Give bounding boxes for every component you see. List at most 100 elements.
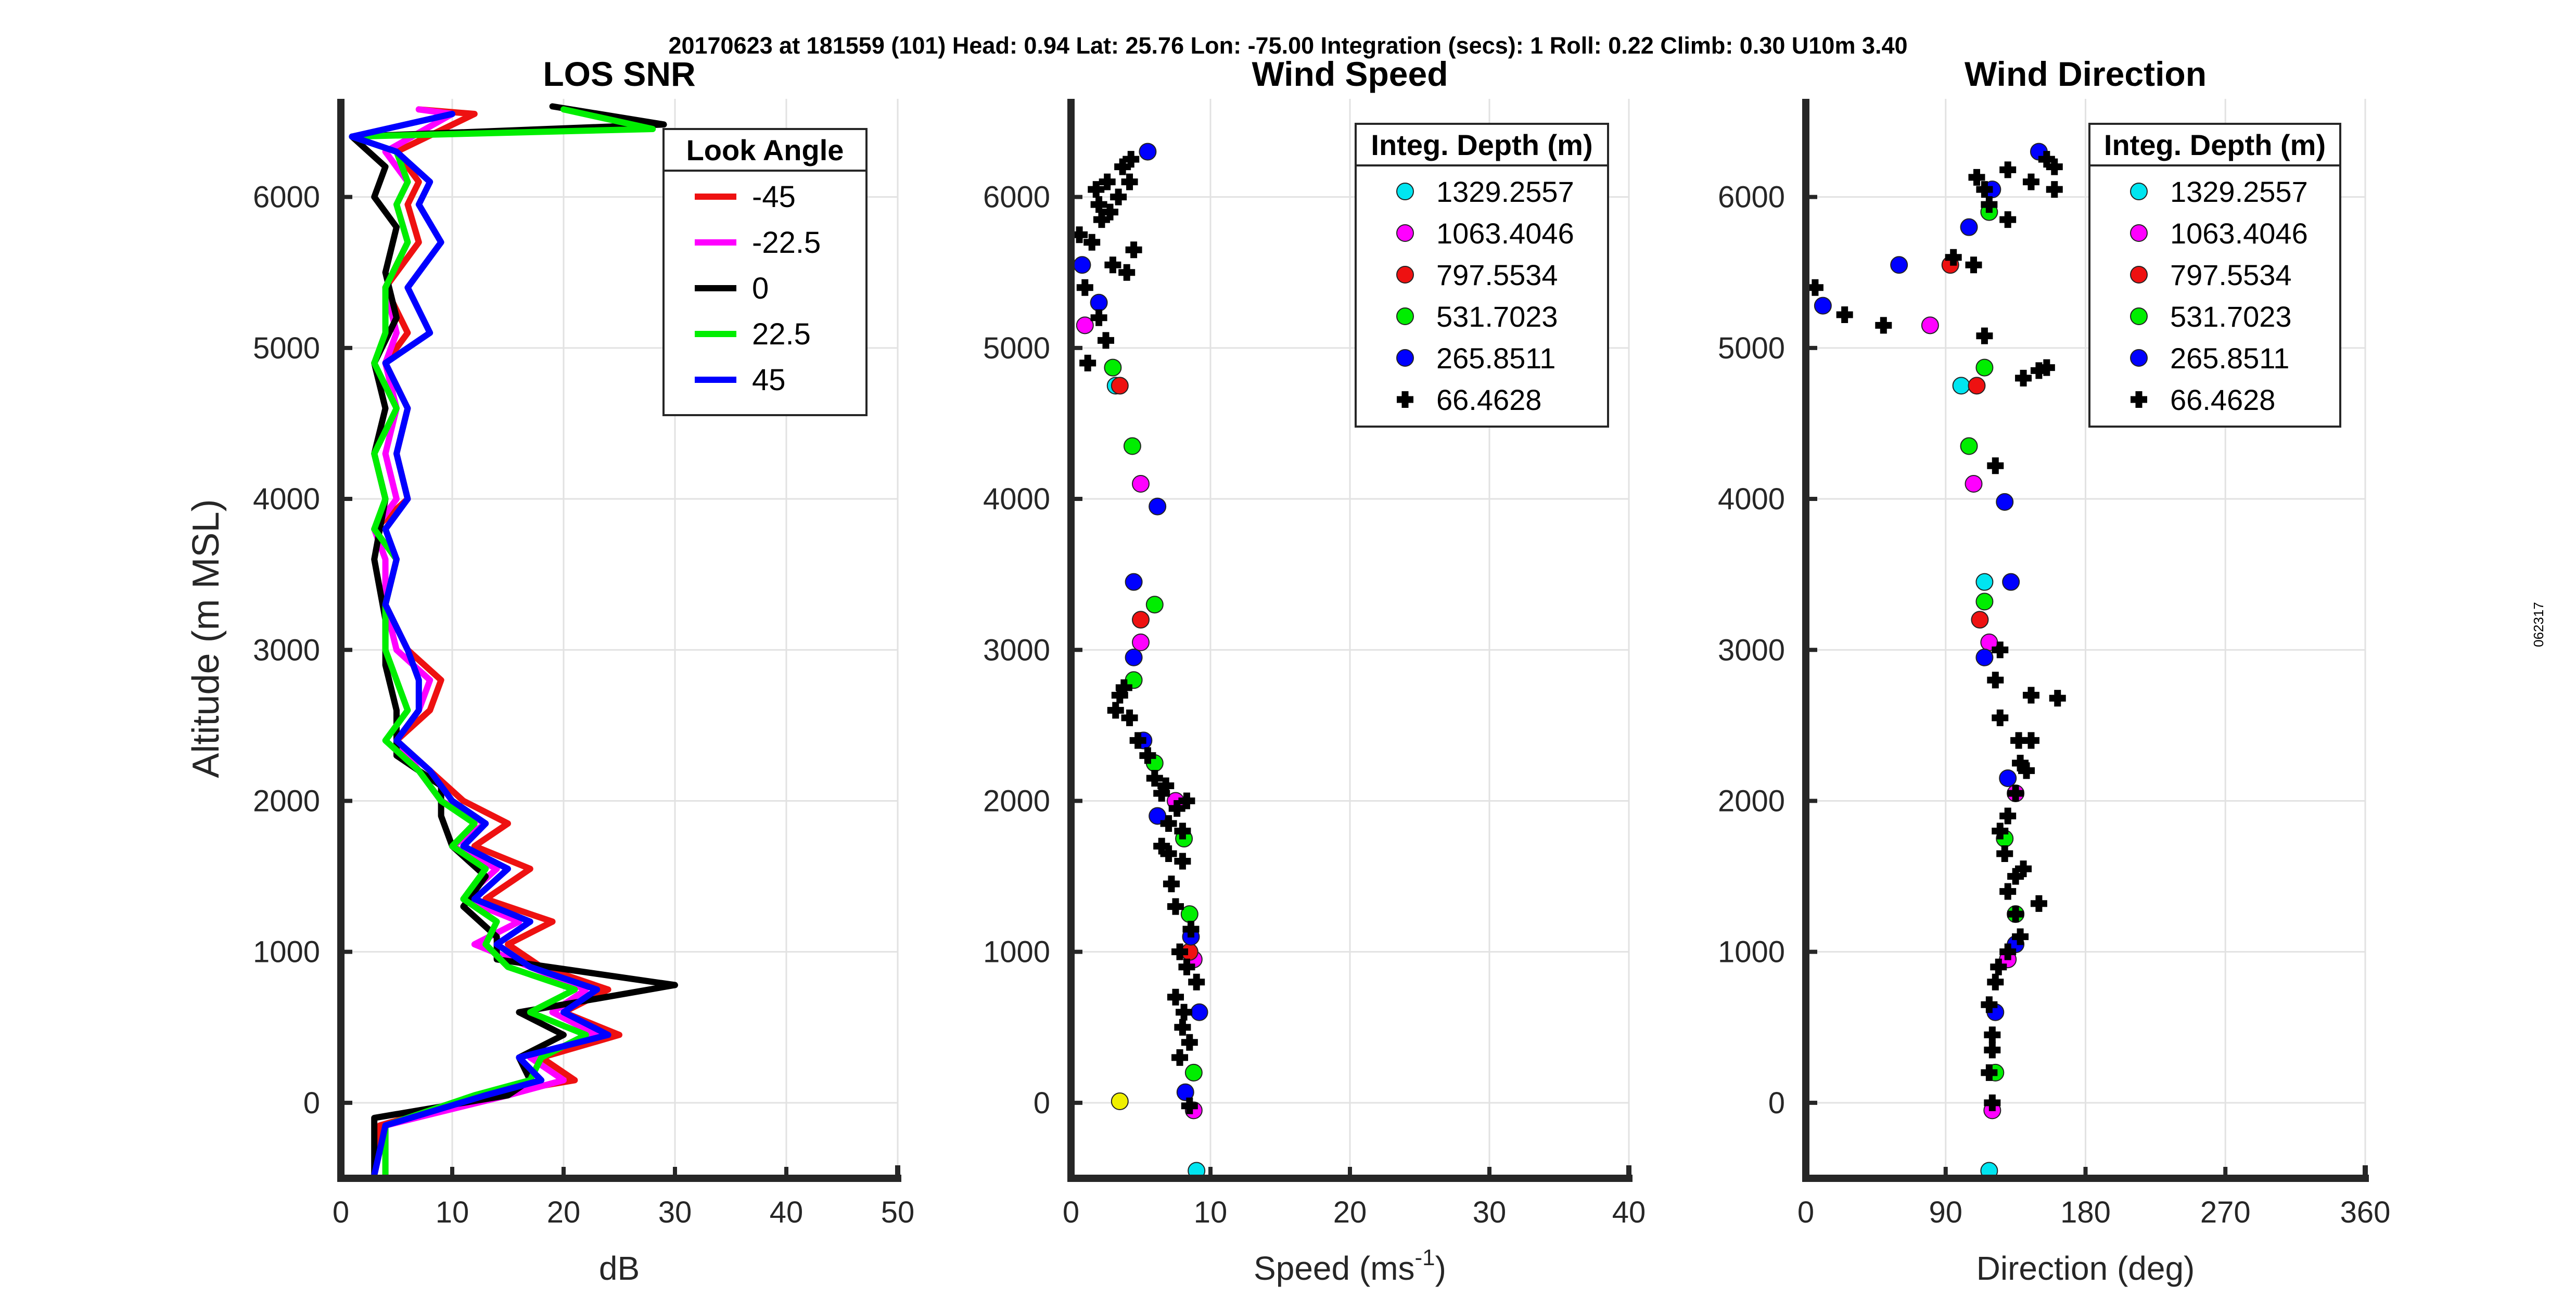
legend-label: 45 [752, 363, 786, 397]
data-point [1945, 249, 1962, 266]
legend-label: -22.5 [752, 226, 821, 260]
y-tick-label: 6000 [1718, 181, 1785, 214]
data-point [1090, 293, 1108, 312]
x-tick-label: 30 [1473, 1195, 1507, 1229]
data-point [1921, 316, 1939, 335]
legend-title: Integ. Depth (m) [2104, 128, 2326, 161]
y-tick-label: 3000 [1718, 633, 1785, 667]
data-point [1975, 358, 1994, 377]
x-tick-label: 20 [1333, 1195, 1367, 1229]
legend-title: Look Angle [686, 134, 844, 166]
data-point [1965, 475, 1983, 493]
x-tick-label: 40 [770, 1195, 804, 1229]
y-tick-label: 5000 [253, 331, 320, 365]
data-point [1098, 332, 1114, 349]
data-point [1090, 309, 1107, 326]
data-point [2015, 369, 2032, 387]
data-point [1099, 173, 1116, 190]
data-point [2018, 762, 2035, 779]
legend: Look Angle -45 -22.5 0 22.5 45 [662, 128, 868, 416]
data-layer [1806, 143, 2066, 1178]
data-point [1975, 573, 1994, 591]
data-point [1952, 377, 1970, 395]
data-point [1188, 973, 1205, 991]
data-point [1073, 256, 1091, 274]
data-point [1083, 234, 1101, 251]
y-tick-label: 5000 [983, 331, 1050, 365]
data-point [1132, 475, 1150, 493]
data-point [1088, 181, 1105, 198]
data-point [1984, 1041, 2001, 1059]
y-tick-label: 0 [1768, 1086, 1785, 1120]
data-point [1115, 679, 1132, 696]
legend-label: 66.4628 [2170, 383, 2275, 416]
data-point [1992, 709, 2009, 726]
legend-swatch [2130, 349, 2148, 367]
x-axis-label: dB [599, 1250, 640, 1287]
chart-panel-3: 0 90 180 270 360 0 1000 2000 3000 4000 5000 6000 Win… [1718, 55, 2390, 1287]
data-point [1984, 1026, 2001, 1044]
y-tick-label: 4000 [253, 482, 320, 516]
data-point [2007, 784, 2024, 802]
legend-swatch [1397, 391, 1413, 408]
data-point [1125, 648, 1143, 666]
data-point [1999, 769, 2017, 787]
data-point [1996, 493, 2014, 511]
chart-panel-1: 0 10 20 30 40 50 0 1000 2000 3000 4000 5000 6000 LOS … [185, 55, 914, 1287]
data-point [2015, 860, 2032, 878]
data-point [1139, 747, 1156, 764]
data-point [1181, 1034, 1198, 1051]
y-tick-label: 1000 [1718, 935, 1785, 969]
data-point [1110, 188, 1127, 205]
data-point [1999, 807, 2017, 825]
data-point [1990, 958, 2007, 975]
data-point [1125, 573, 1143, 591]
data-point [1992, 641, 2009, 659]
data-point [1107, 702, 1124, 719]
series-line-0 [349, 103, 678, 1178]
data-point [1123, 437, 1141, 455]
data-point [1981, 1064, 1998, 1081]
data-point [1987, 973, 2004, 991]
data-point [1182, 921, 1200, 938]
data-point [1981, 196, 1998, 213]
data-point [1167, 988, 1184, 1006]
data-point [1104, 358, 1122, 377]
data-point [1976, 327, 1993, 344]
legend-label: 1063.4046 [1436, 217, 1574, 250]
chart-title: LOS SNR [543, 55, 695, 93]
y-tick-label: 2000 [983, 784, 1050, 818]
x-tick-label: 0 [1063, 1195, 1079, 1229]
legend-label: 265.8511 [2170, 342, 2289, 375]
data-point [1184, 1063, 1203, 1082]
data-point [1981, 996, 1998, 1013]
data-point [1960, 437, 1978, 455]
data-point [1149, 497, 1167, 516]
y-tick-label: 3000 [983, 633, 1050, 667]
data-point [1123, 151, 1140, 168]
x-tick-label: 360 [2340, 1195, 2391, 1229]
legend-swatch [1396, 349, 1414, 367]
legend-label: 265.8511 [1436, 342, 1555, 375]
legend-label: 797.5534 [2170, 259, 2292, 291]
data-point [1965, 256, 1982, 274]
y-tick-label: 4000 [1718, 482, 1785, 516]
data-point [2046, 158, 2063, 175]
x-axis-label: Speed (ms-1) [1254, 1245, 1446, 1287]
y-tick-label: 6000 [983, 181, 1050, 214]
chart-title: Wind Direction [1965, 55, 2207, 93]
legend-swatch [1396, 224, 1414, 242]
y-tick-label: 0 [303, 1086, 320, 1120]
data-point [1806, 279, 1823, 296]
legend-label: 1063.4046 [2170, 217, 2308, 250]
chart-title: Wind Speed [1252, 55, 1448, 93]
data-point [1999, 883, 2017, 900]
data-point [1104, 256, 1121, 274]
data-point [1178, 792, 1195, 809]
x-tick-label: 20 [547, 1195, 581, 1229]
data-point [1171, 943, 1189, 960]
data-point [1125, 241, 1142, 259]
data-point [1188, 1162, 1206, 1178]
data-point [2049, 690, 2066, 707]
data-point [1174, 822, 1191, 840]
